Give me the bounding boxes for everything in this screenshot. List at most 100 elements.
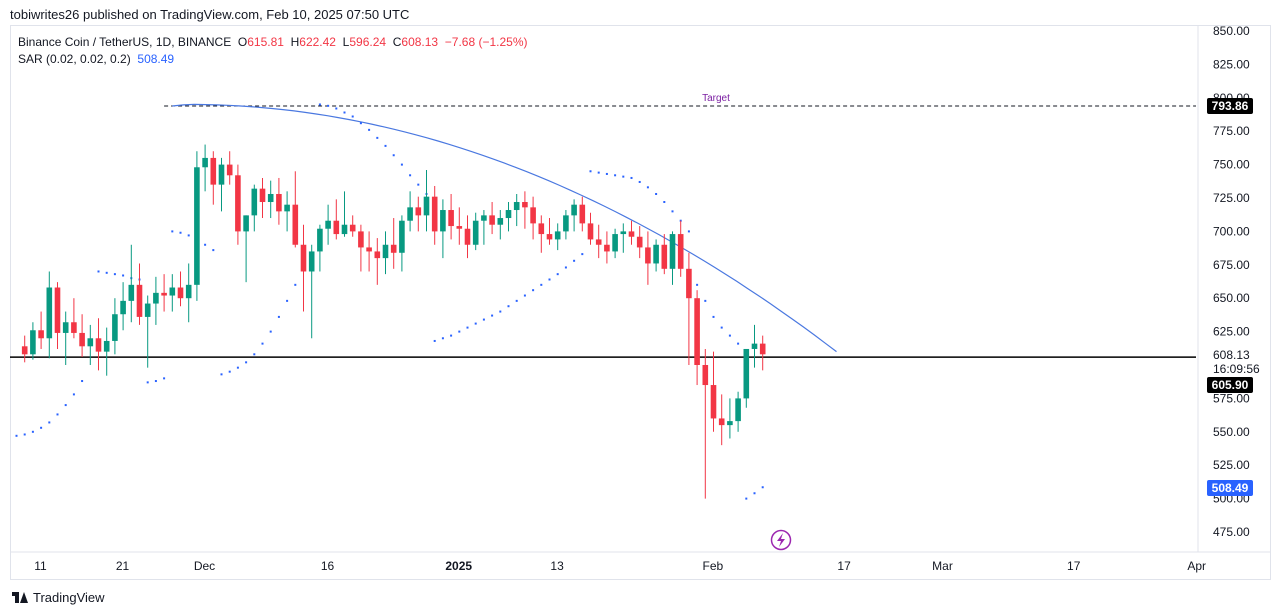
candle bbox=[202, 144, 208, 192]
candle bbox=[415, 196, 422, 232]
sar-dot bbox=[384, 144, 387, 147]
candle-body bbox=[669, 234, 676, 269]
time-tick-label: Dec bbox=[194, 559, 215, 573]
sar-price-label-text: 508.49 bbox=[1212, 481, 1249, 495]
candle-body bbox=[185, 284, 192, 299]
support-price-label-text: 605.90 bbox=[1212, 378, 1249, 392]
time-tick-label: 16 bbox=[321, 559, 335, 573]
candle bbox=[333, 199, 340, 240]
candle bbox=[382, 231, 389, 275]
symbol-legend: Binance Coin / TetherUS, 1D, BINANCE O61… bbox=[18, 35, 528, 49]
candle bbox=[645, 231, 651, 285]
sar-dot bbox=[64, 404, 67, 407]
candle-body bbox=[390, 244, 397, 253]
candle-body bbox=[645, 247, 651, 264]
sar-dot bbox=[753, 492, 756, 495]
candle-body bbox=[628, 231, 635, 237]
candle bbox=[505, 202, 512, 232]
candle bbox=[95, 318, 102, 371]
candle bbox=[481, 210, 487, 245]
candle bbox=[308, 244, 315, 339]
close-value: 608.13 bbox=[401, 35, 439, 49]
published-line: tobiwrites26 published on TradingView.co… bbox=[10, 7, 410, 22]
candle bbox=[513, 193, 520, 227]
flash-icon[interactable] bbox=[770, 529, 792, 551]
candle-body bbox=[751, 343, 758, 349]
indicator-name[interactable]: SAR (0.02, 0.02, 0.2) bbox=[18, 52, 131, 66]
candle bbox=[341, 191, 348, 237]
time-tick-label: 2025 bbox=[445, 559, 472, 573]
price-tick-label: 725.00 bbox=[1213, 191, 1250, 205]
sar-dot bbox=[761, 486, 764, 489]
candle-body bbox=[595, 239, 602, 245]
sar-dot bbox=[441, 337, 444, 340]
candle bbox=[563, 210, 569, 240]
candle bbox=[251, 184, 258, 232]
candle bbox=[472, 212, 479, 251]
candle-body bbox=[21, 346, 28, 355]
time-axis[interactable]: 11 21 Dec 16 2025 13 Feb 17 Mar 17 Apr bbox=[34, 559, 1206, 573]
sar-dot bbox=[105, 271, 108, 274]
sar-dot bbox=[622, 175, 625, 178]
candle-body bbox=[259, 188, 266, 203]
candle bbox=[226, 151, 233, 185]
candle-body bbox=[653, 244, 659, 264]
candle-body bbox=[153, 292, 159, 304]
candle bbox=[628, 220, 635, 245]
candle-body bbox=[686, 268, 692, 299]
candle bbox=[423, 169, 430, 232]
candle bbox=[374, 238, 381, 285]
candle-body bbox=[513, 202, 520, 211]
footer-brand[interactable]: TradingView bbox=[12, 590, 105, 605]
sar-dot bbox=[704, 299, 707, 302]
sar-dot bbox=[40, 426, 43, 429]
candle-body bbox=[38, 330, 44, 339]
candle bbox=[587, 212, 594, 245]
candle bbox=[743, 348, 750, 408]
last-price-label: 608.13 bbox=[1213, 348, 1250, 362]
sar-dot bbox=[515, 299, 518, 302]
candle bbox=[153, 276, 159, 325]
candle bbox=[128, 244, 135, 323]
candle bbox=[292, 171, 299, 248]
sar-dot bbox=[491, 314, 494, 317]
sar-dot bbox=[343, 111, 346, 114]
candle bbox=[694, 290, 700, 386]
sar-dot bbox=[605, 172, 608, 175]
sar-dot bbox=[614, 174, 617, 177]
candle bbox=[169, 274, 176, 312]
candle bbox=[325, 204, 331, 245]
candle-body bbox=[325, 220, 331, 229]
sar-dot bbox=[400, 163, 403, 166]
time-tick-label: Feb bbox=[703, 559, 724, 573]
candle bbox=[79, 314, 85, 357]
candle-body bbox=[399, 220, 405, 253]
candle bbox=[317, 224, 323, 272]
candle bbox=[661, 234, 668, 275]
candle bbox=[46, 271, 53, 359]
sar-dot bbox=[728, 334, 731, 337]
target-label: Target bbox=[702, 93, 730, 104]
candle-body bbox=[677, 234, 684, 269]
candle-body bbox=[546, 234, 553, 240]
symbol-name[interactable]: Binance Coin / TetherUS, 1D, BINANCE bbox=[18, 35, 232, 49]
candle bbox=[243, 215, 249, 283]
candle bbox=[522, 191, 528, 229]
candle-body bbox=[46, 287, 53, 339]
price-tick-label: 700.00 bbox=[1213, 224, 1250, 238]
candle bbox=[161, 274, 167, 312]
candle-body bbox=[267, 193, 274, 203]
candle-body bbox=[423, 196, 430, 216]
sar-dot bbox=[499, 310, 502, 313]
candle-body bbox=[120, 300, 126, 315]
candle bbox=[677, 220, 684, 277]
candle-body bbox=[251, 188, 258, 216]
low-label: L bbox=[342, 35, 350, 49]
sar-dots-group bbox=[15, 103, 764, 500]
candle-body bbox=[136, 284, 143, 317]
candle-body bbox=[456, 226, 463, 229]
price-tick-label: 675.00 bbox=[1213, 258, 1250, 272]
sar-dot bbox=[376, 136, 379, 139]
candle bbox=[579, 196, 586, 232]
